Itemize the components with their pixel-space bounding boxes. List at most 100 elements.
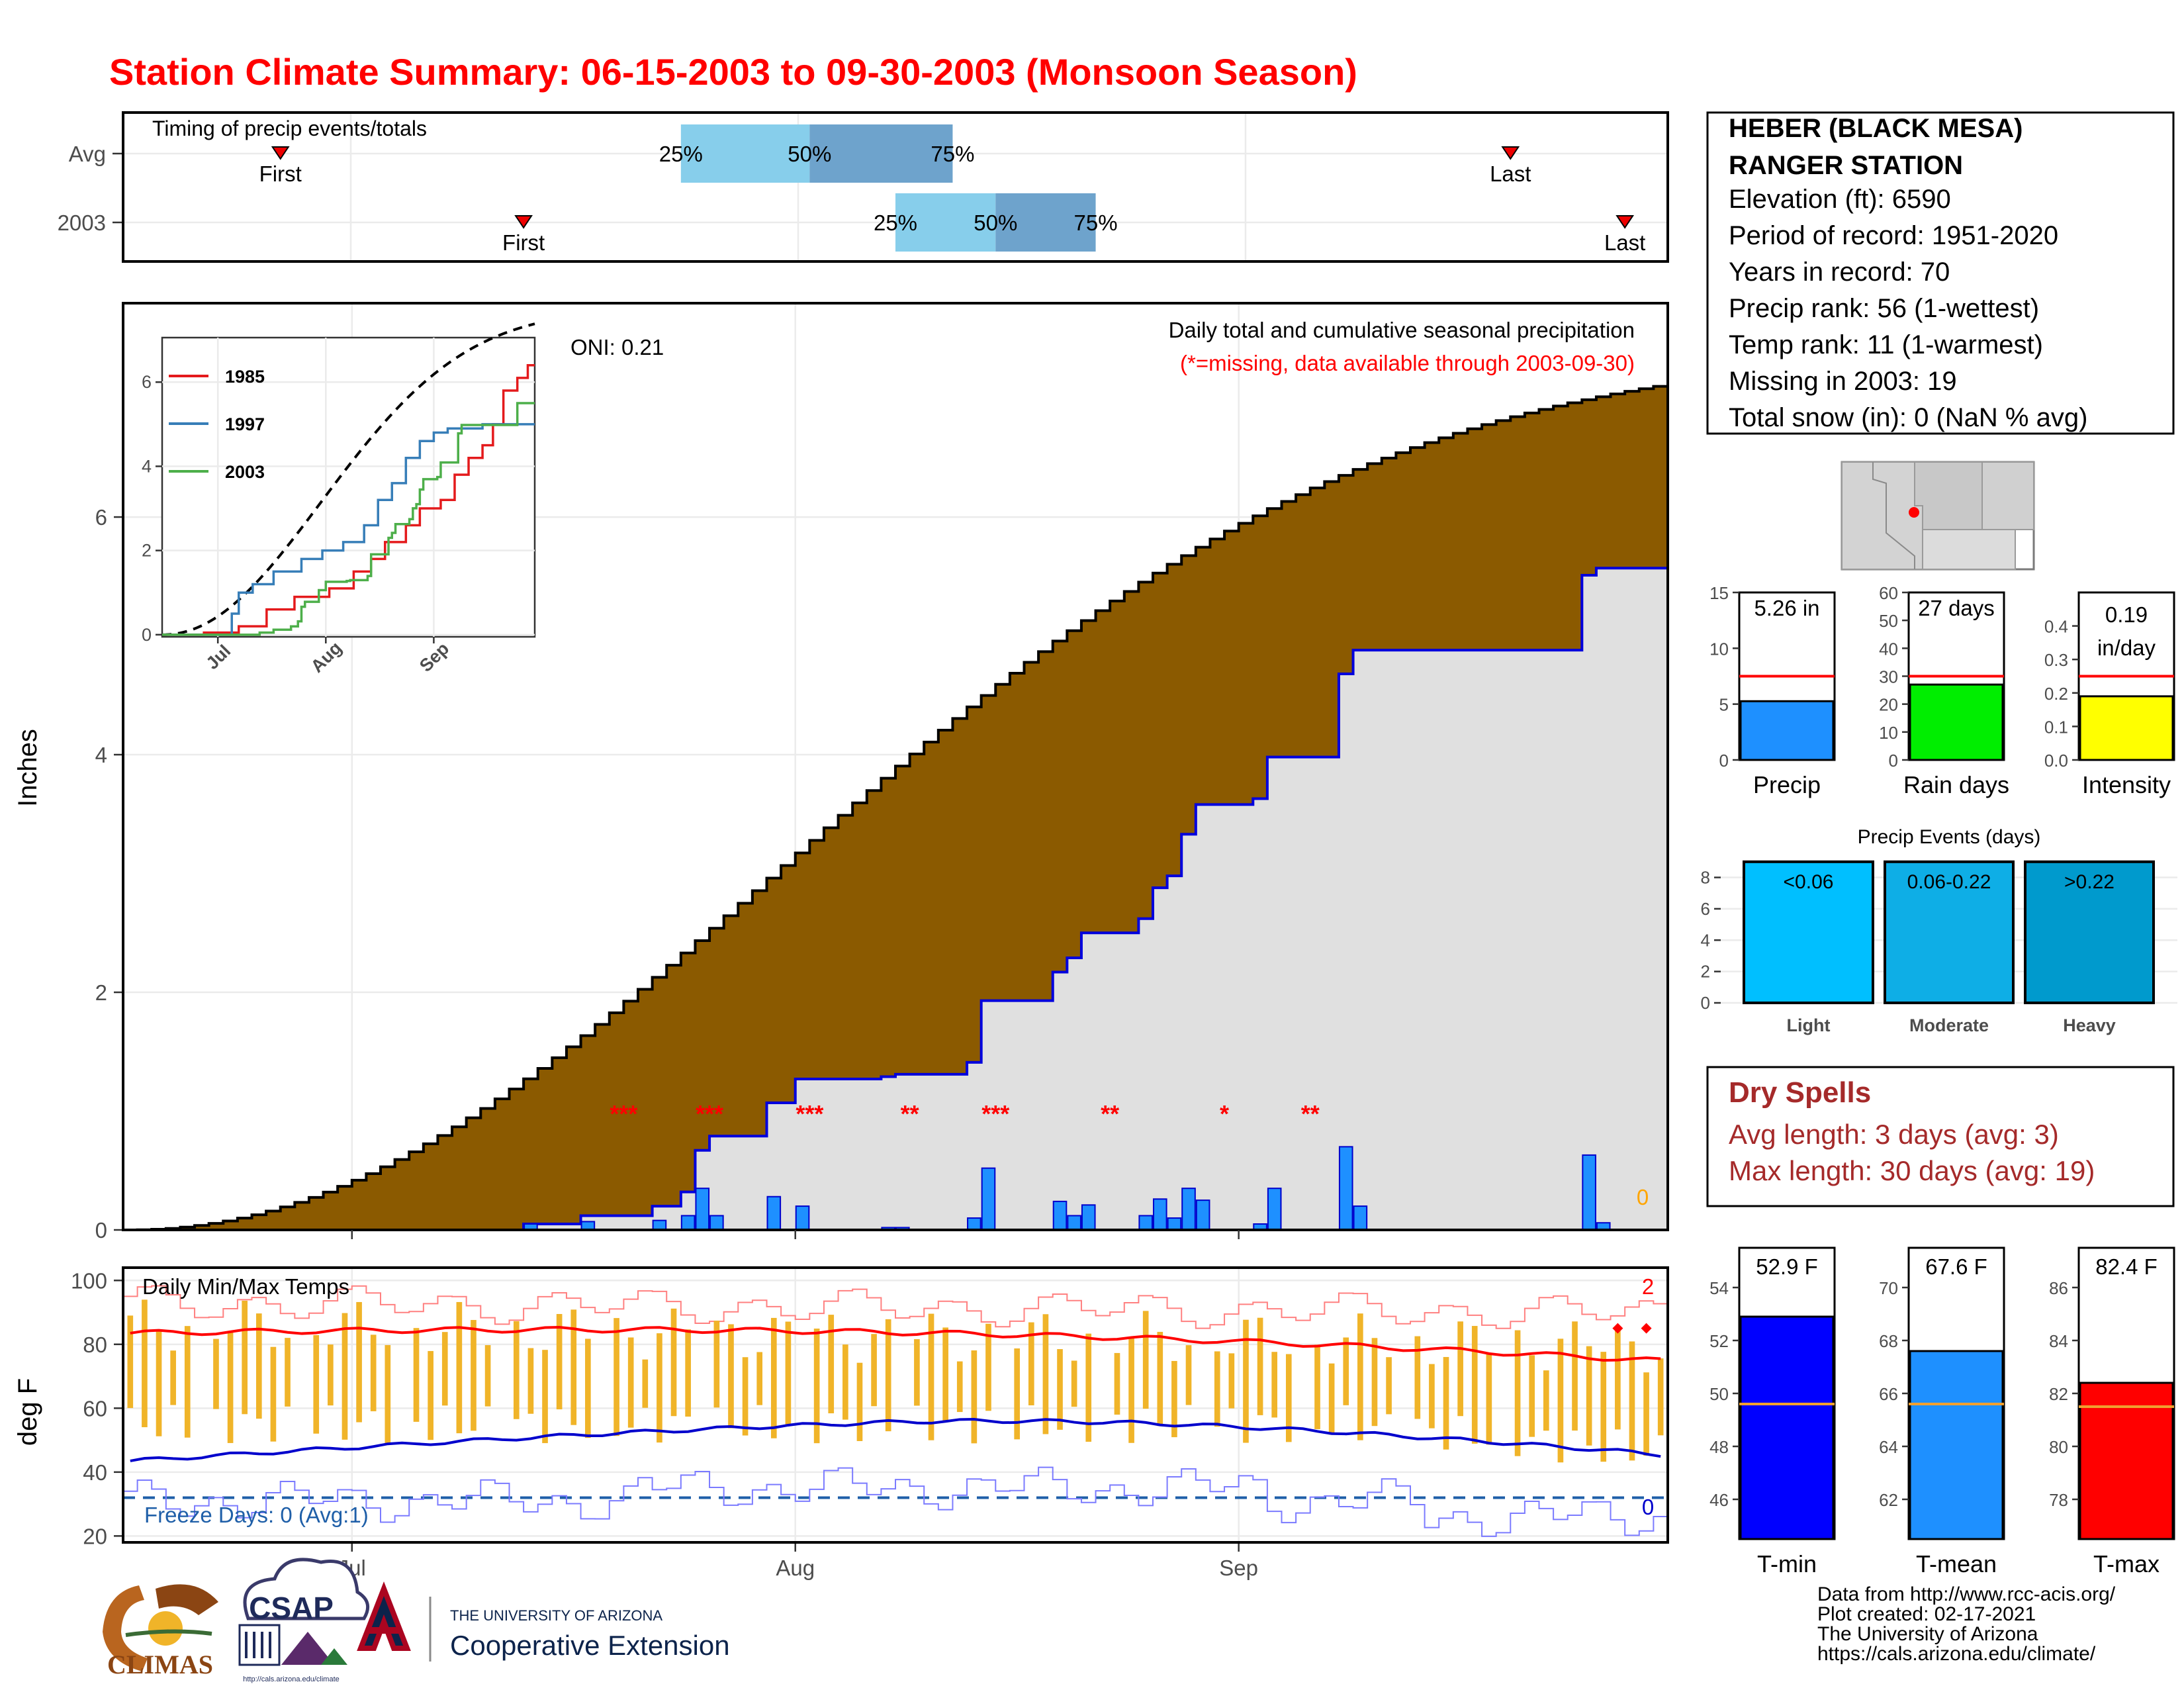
daily-temp-bar <box>242 1300 248 1415</box>
mini-bar-tick: 15 <box>1709 583 1729 603</box>
inset-legend-label: 1985 <box>225 367 265 387</box>
daily-temp-bar <box>1314 1344 1320 1429</box>
temp-bar-tick: 62 <box>1879 1490 1898 1510</box>
daily-precip-bars <box>523 1146 1611 1231</box>
ua-small-text: THE UNIVERSITY OF ARIZONA <box>450 1607 662 1624</box>
inset-y-tick: 2 <box>142 541 152 561</box>
daily-temp-bar <box>1386 1357 1392 1415</box>
mini-bar-name: Intensity <box>2082 771 2171 798</box>
daily-precip-bar <box>1081 1204 1096 1231</box>
event-bar-name: Light <box>1787 1015 1831 1035</box>
daily-precip-bar <box>680 1215 696 1231</box>
daily-temp-bar <box>942 1327 948 1422</box>
events-y-tick: 6 <box>1701 899 1710 919</box>
timing-pct-label-y2003-0: 25% <box>874 211 917 235</box>
temperature-y-tick: 40 <box>83 1460 107 1485</box>
temperature-y-axis: 20 40 60 80 100 <box>71 1268 123 1548</box>
daily-temp-bar <box>971 1350 978 1444</box>
daily-temp-bar <box>685 1329 691 1417</box>
daily-temp-bar <box>471 1320 477 1431</box>
daily-temp-bar <box>1543 1370 1549 1431</box>
station-precip-rank: Precip rank: 56 (1-wettest) <box>1729 294 2039 323</box>
temp-bar-tick: 48 <box>1709 1437 1729 1457</box>
daily-temp-bar <box>670 1308 677 1417</box>
missing-mark: ** <box>1101 1100 1119 1127</box>
events-y-tick: 8 <box>1701 868 1710 888</box>
temp-bar-value: 82.4 F <box>2095 1254 2158 1279</box>
daily-temp-bar <box>956 1361 963 1413</box>
daily-precip-bar <box>1582 1154 1596 1231</box>
mini-bar-name: Precip <box>1753 771 1821 798</box>
daily-precip-bar <box>981 1167 996 1231</box>
mini-bar-tick: 0.0 <box>2044 751 2068 771</box>
daily-temp-bar <box>570 1309 577 1425</box>
daily-temp-bar <box>1085 1333 1092 1442</box>
timing-marker-label-last-y2003: Last <box>1604 230 1645 255</box>
daily-temp-bar <box>1615 1330 1621 1430</box>
daily-precip-bar <box>709 1215 724 1231</box>
daily-precip-bar <box>1052 1200 1068 1231</box>
daily-temp-bar <box>441 1332 448 1406</box>
daily-temp-bar <box>1157 1331 1163 1427</box>
timing-pct-label-y2003-2: 75% <box>1074 211 1118 235</box>
climas-logo-text: CLIMAS <box>107 1650 213 1679</box>
daily-temp-bar <box>657 1333 662 1443</box>
daily-temp-bar <box>184 1326 191 1438</box>
daily-temp-bar <box>513 1321 520 1419</box>
daily-temp-bar <box>1629 1341 1635 1461</box>
daily-temp-bar <box>213 1338 219 1409</box>
daily-precip-bar <box>1181 1188 1196 1231</box>
daily-temp-bar <box>1071 1360 1077 1407</box>
temp-bar-tick: 52 <box>1709 1331 1729 1351</box>
mini-bar-tick: 50 <box>1879 611 1898 631</box>
temp-bar-0 <box>1739 1315 1835 1540</box>
daily-temp-bar <box>1443 1356 1449 1450</box>
event-bar-heavy <box>2024 860 2155 1005</box>
station-name-line1: HEBER (BLACK MESA) <box>1729 114 2023 143</box>
mini-bar-tick: 60 <box>1879 583 1898 603</box>
daily-temp-bar <box>1457 1321 1463 1417</box>
temperature-label: Daily Min/Max Temps <box>142 1274 349 1299</box>
station-location-dot <box>1909 507 1919 518</box>
dry-spells-avg: Avg length: 3 days (avg: 3) <box>1729 1119 2059 1150</box>
mini-bar-tick: 10 <box>1709 639 1729 659</box>
timing-pct-label-avg-0: 25% <box>659 142 703 166</box>
timing-markers: 25% 50% 75% First Last 25% 50% 75% First Last <box>259 142 1646 255</box>
station-period: Period of record: 1951-2020 <box>1729 221 2058 250</box>
mini-bar-tick: 0.3 <box>2044 650 2068 670</box>
mini-bar-1 <box>1909 683 2004 761</box>
daily-temp-bar <box>556 1314 563 1410</box>
daily-temp-bar <box>1028 1322 1034 1405</box>
daily-temp-bar <box>370 1335 377 1411</box>
inset-x-tick: Aug <box>307 638 345 677</box>
credit-line-1: Data from http://www.rcc-acis.org/ <box>1817 1583 2116 1605</box>
avg-min-line <box>130 1418 1661 1462</box>
daily-temp-bar <box>328 1344 334 1406</box>
timing-pct-label-avg-2: 75% <box>931 142 974 166</box>
daily-temperature-bars <box>123 1285 1668 1537</box>
mini-bar-value: 5.26 in <box>1754 596 1819 620</box>
dry-spells-title: Dry Spells <box>1729 1076 1871 1109</box>
mini-bar-tick: 0.1 <box>2044 717 2068 737</box>
event-bar-light <box>1743 860 1874 1005</box>
mini-bar-tick: 10 <box>1879 723 1898 743</box>
timing-marker-label-last-avg: Last <box>1490 162 1531 186</box>
daily-precip-bar <box>967 1217 981 1231</box>
temp-bar-tick: 78 <box>2049 1490 2068 1510</box>
daily-temp-bar <box>1128 1337 1134 1443</box>
daily-temp-bar <box>856 1362 863 1441</box>
mini-bar-value: 27 days <box>1918 596 1995 620</box>
season-total-bars: 0 5 10 15 5.26 in Precip 0 10 20 30 40 50 60 27 days R… <box>1709 583 2175 798</box>
daily-temp-bar <box>227 1331 234 1443</box>
csap-logo: CSAP http://cals.arizona.edu/climate <box>238 1558 370 1683</box>
daily-temp-bar <box>1586 1346 1592 1446</box>
cold-days-count: 0 <box>1642 1495 1654 1519</box>
daily-precip-bar <box>652 1219 667 1231</box>
precip-y-tick: 4 <box>95 743 107 767</box>
daily-temp-bar <box>1429 1364 1435 1429</box>
date-x-tick: Aug <box>776 1556 815 1580</box>
temp-bar-name: T-max <box>2093 1550 2160 1577</box>
event-bar-name: Heavy <box>2063 1015 2116 1035</box>
ua-big-text: Cooperative Extension <box>450 1630 730 1661</box>
